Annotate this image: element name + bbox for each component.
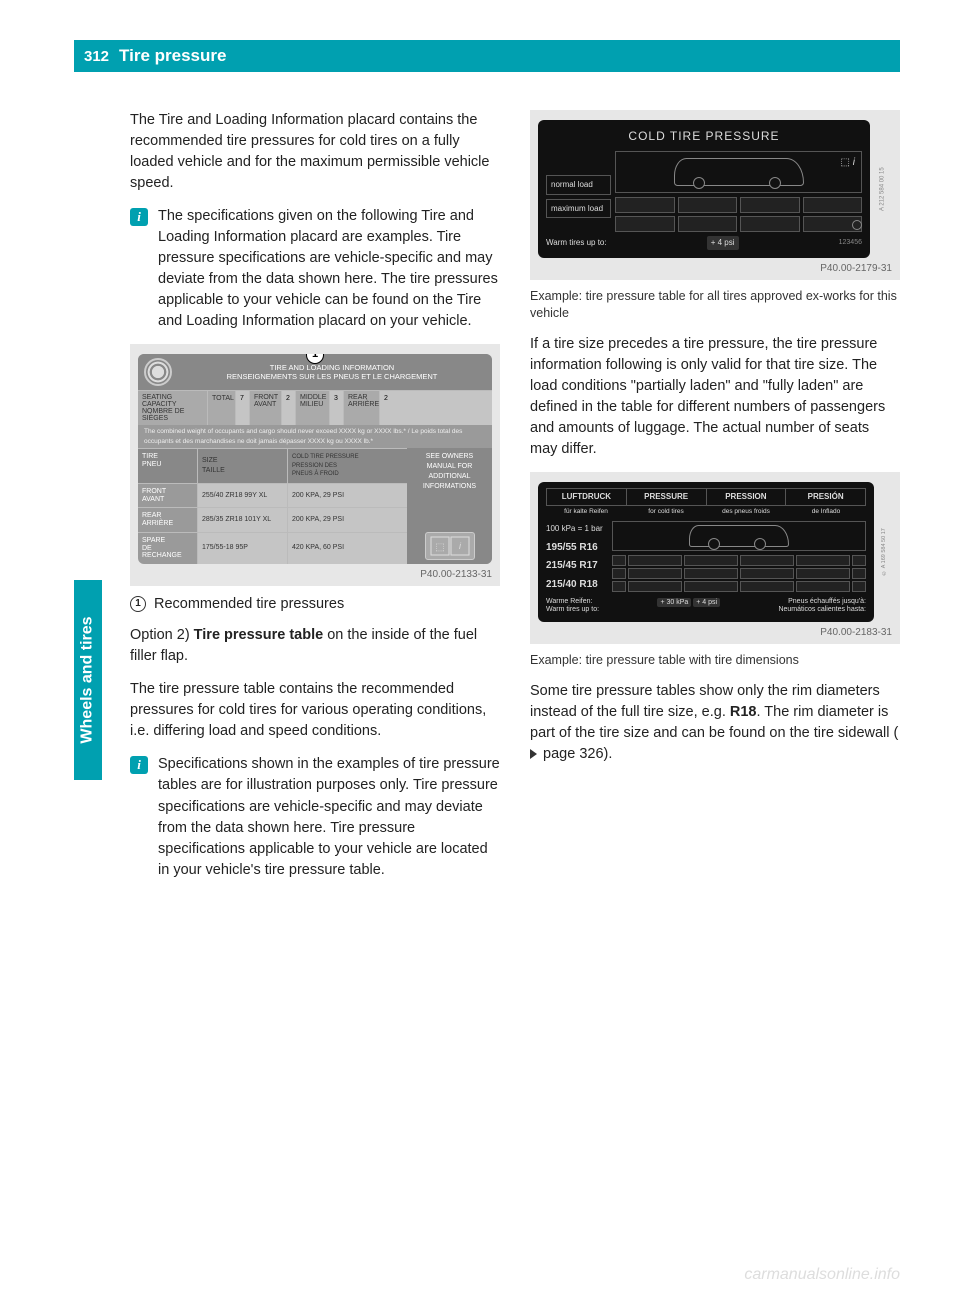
wheel-icon	[144, 358, 172, 386]
seat-mid-l: MIDDLE MILIEU	[296, 391, 330, 425]
luft-s3: des pneus froids	[706, 506, 786, 517]
side-tab: Wheels and tires	[74, 580, 102, 780]
luft-side-code: © A 169 584 50 17	[878, 482, 892, 621]
info-text-2: Specifications shown in the examples of …	[158, 754, 500, 880]
figure-cold-tire-pressure: COLD TIRE PRESSURE x normal load maximum…	[530, 110, 900, 280]
luft-foot-l: Warme Reifen: Warm tires up to:	[546, 598, 599, 613]
info-block-2: i Specifications shown in the examples o…	[130, 754, 500, 880]
header-title: Tire pressure	[109, 46, 226, 66]
ctp-placard: COLD TIRE PRESSURE x normal load maximum…	[538, 120, 870, 258]
luft-h2: PRESSURE	[627, 489, 707, 505]
placard-head-line1: TIRE AND LOADING INFORMATION	[178, 363, 486, 372]
figure-placard: TIRE AND LOADING INFORMATION RENSEIGNEME…	[130, 344, 500, 586]
info-text-1: The specifications given on the followin…	[158, 206, 500, 332]
seating-label: SEATING CAPACITY NOMBRE DE SIÈGES	[138, 391, 208, 425]
ctp-warm-value: + 4 psi	[707, 236, 739, 250]
luft-car-diagram	[612, 521, 866, 551]
placard-side-text: SEE OWNERS MANUAL FOR ADDITIONAL INFORMA…	[411, 452, 488, 493]
luft-bar: 100 kPa = 1 bar	[546, 521, 608, 539]
seat-total-l: TOTAL	[208, 391, 236, 425]
luft-h4: PRESIÓN	[786, 489, 865, 505]
ctp-corner-num: 123456	[839, 238, 862, 248]
luft-row-1	[612, 555, 866, 566]
seat-rear-v: 2	[380, 391, 492, 425]
placard-head-line2: RENSEIGNEMENTS SUR LES PNEUS ET LE CHARG…	[178, 372, 486, 381]
p3: The tire pressure table contains the rec…	[130, 679, 500, 742]
ctp-car-diagram: ⬚ i	[615, 151, 862, 193]
placard-graphic: TIRE AND LOADING INFORMATION RENSEIGNEME…	[138, 354, 492, 564]
luft-s1: für kalte Reifen	[546, 506, 626, 517]
right-column: COLD TIRE PRESSURE x normal load maximum…	[530, 110, 900, 893]
callout-1-num: 1	[130, 596, 146, 612]
luft-row-2	[612, 568, 866, 579]
row-rear-s: 285/35 ZR18 101Y XL	[198, 508, 288, 531]
luft-h3: PRESSION	[707, 489, 787, 505]
col2-p2: Some tire pressure tables show only the …	[530, 681, 900, 765]
row-front-l: FRONT AVANT	[138, 484, 198, 507]
mb-logo-icon	[852, 220, 862, 230]
callout-1: 1 Recommended tire pressures	[130, 594, 500, 615]
th-press: COLD TIRE PRESSURE PRESSION DES PNEUS À …	[288, 449, 407, 483]
page-ref-icon	[530, 749, 537, 759]
p2-a: Option 2)	[130, 627, 194, 643]
th-size: SIZE TAILLE	[198, 449, 288, 483]
info-block-1: i The specifications given on the follow…	[130, 206, 500, 332]
ctp-max: maximum load	[546, 199, 611, 219]
content-area: The Tire and Loading Information placard…	[130, 110, 900, 893]
luft-size1: 195/55 R16	[546, 539, 608, 558]
intro-paragraph: The Tire and Loading Information placard…	[130, 110, 500, 194]
caption-1: Example: tire pressure table for all tir…	[530, 288, 900, 322]
row-spare-p: 420 KPA, 60 PSI	[288, 533, 407, 564]
luft-s4: de Inflado	[786, 506, 866, 517]
figure-1-code: P40.00-2133-31	[420, 568, 492, 583]
th-tire: TIRE PNEU	[138, 449, 198, 483]
info-icon: i	[130, 756, 148, 774]
luft-h1: LUFTDRUCK	[547, 489, 627, 505]
figure-luftdruck: LUFTDRUCK PRESSURE PRESSION PRESIÓN für …	[530, 472, 900, 644]
figure-2-code: P40.00-2179-31	[820, 262, 892, 277]
header-bar: 312 Tire pressure	[74, 40, 900, 72]
ctp-side-code: A 212 584 00 15	[874, 120, 892, 258]
ctp-warm-label: Warm tires up to:	[546, 237, 607, 249]
luft-s2: for cold tires	[626, 506, 706, 517]
row-spare-s: 175/55-18 95P	[198, 533, 288, 564]
seat-front-l: FRONT AVANT	[250, 391, 282, 425]
caption-2: Example: tire pressure table with tire d…	[530, 652, 900, 669]
row-front-p: 200 KPA, 29 PSI	[288, 484, 407, 507]
luft-foot-m2: + 4 psi	[693, 598, 720, 607]
option-2-paragraph: Option 2) Tire pressure table on the ins…	[130, 625, 500, 667]
luft-row-3	[612, 581, 866, 592]
page-number: 312	[74, 48, 109, 65]
col2-p1: If a tire size precedes a tire pressure,…	[530, 334, 900, 460]
svg-text:i: i	[459, 541, 462, 551]
figure-3-code: P40.00-2183-31	[820, 626, 892, 641]
row-front-s: 255/40 ZR18 99Y XL	[198, 484, 288, 507]
info-icon: i	[130, 208, 148, 226]
seat-rear-l: REAR ARRIÈRE	[344, 391, 380, 425]
row-rear-l: REAR ARRIÈRE	[138, 508, 198, 531]
row-rear-p: 200 KPA, 29 PSI	[288, 508, 407, 531]
p2-d: page 326).	[539, 746, 612, 762]
side-tab-label: Wheels and tires	[79, 616, 97, 743]
row-spare-l: SPARE DE RECHANGE	[138, 533, 198, 564]
seat-total-v: 7	[236, 391, 250, 425]
luft-size2: 215/45 R17	[546, 557, 608, 576]
luft-placard: LUFTDRUCK PRESSURE PRESSION PRESIÓN für …	[538, 482, 874, 621]
seat-front-v: 2	[282, 391, 296, 425]
placard-note: The combined weight of occupants and car…	[138, 425, 492, 448]
ctp-grid	[615, 197, 862, 232]
manual-icon: ⬚i	[425, 532, 475, 560]
luft-foot-m1: + 30 kPa	[657, 598, 691, 607]
seat-mid-v: 3	[330, 391, 344, 425]
svg-text:⬚: ⬚	[435, 542, 444, 553]
watermark: carmanualsonline.info	[744, 1266, 900, 1284]
p2-b: R18	[730, 704, 757, 720]
left-column: The Tire and Loading Information placard…	[130, 110, 500, 893]
ctp-title: COLD TIRE PRESSURE	[546, 126, 862, 151]
p2-b: Tire pressure table	[194, 627, 324, 643]
ctp-normal: normal load	[546, 175, 611, 195]
callout-1-text: Recommended tire pressures	[154, 594, 344, 615]
luft-foot-r: Pneus échauffés jusqu'à: Neumáticos cali…	[778, 598, 866, 613]
luft-size3: 215/40 R18	[546, 576, 608, 595]
